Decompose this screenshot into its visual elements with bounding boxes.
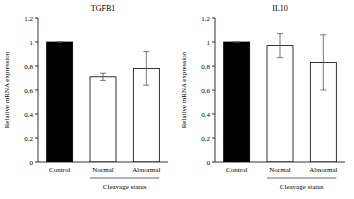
error-cap: [234, 42, 240, 43]
bar: [224, 42, 250, 162]
y-tick: [35, 162, 38, 163]
error-cap: [234, 42, 240, 43]
error-cap: [320, 90, 326, 91]
group-bracket: [267, 178, 336, 179]
y-tick-label: 0.2: [201, 135, 210, 143]
error-bar: [143, 52, 149, 86]
y-tick: [35, 42, 38, 43]
error-bar: [57, 42, 63, 43]
title: TGFB1: [91, 4, 115, 13]
y-tick-label: 0.4: [24, 111, 33, 119]
x-tick-label: Abnormal: [132, 166, 160, 174]
y-tick: [35, 66, 38, 67]
y-tick-label: 0.8: [24, 63, 33, 71]
plot-area: [224, 34, 337, 162]
y-tick-label: 0.2: [24, 135, 33, 143]
y-axis-label: Relative mRNA expression: [180, 51, 188, 128]
y-tick: [35, 90, 38, 91]
y-tick-label: 0.4: [201, 111, 210, 119]
y-tick-label: 1.2: [24, 15, 33, 23]
error-cap: [143, 85, 149, 86]
group-bracket: [90, 178, 159, 179]
y-tick: [35, 114, 38, 115]
bar: [47, 42, 73, 162]
error-cap: [100, 73, 106, 74]
error-stem: [146, 52, 147, 86]
error-cap: [100, 80, 106, 81]
y-tick: [212, 66, 215, 67]
y-axis: [38, 18, 39, 162]
error-bar: [320, 35, 326, 90]
x-axis: [38, 162, 168, 163]
bar: [267, 46, 293, 162]
error-bar: [234, 42, 240, 43]
y-tick-label: 0.6: [201, 87, 210, 95]
error-cap: [143, 51, 149, 52]
y-tick-label: 1: [30, 39, 34, 47]
y-tick: [212, 90, 215, 91]
y-tick-label: 1.2: [201, 15, 210, 23]
plot-area: [47, 42, 160, 162]
error-stem: [103, 73, 104, 80]
bar: [90, 77, 116, 162]
error-cap: [320, 34, 326, 35]
y-tick-label: 1: [207, 39, 211, 47]
y-axis-label: Relative mRNA expression: [3, 51, 11, 128]
x-axis: [215, 162, 345, 163]
y-tick-label: 0.6: [24, 87, 33, 95]
x-axis-label: Cleavage status: [103, 183, 147, 191]
x-tick-label: Control: [226, 166, 247, 174]
y-tick: [212, 42, 215, 43]
y-tick: [35, 138, 38, 139]
y-tick: [212, 138, 215, 139]
error-cap: [57, 42, 63, 43]
x-tick-label: Abnormal: [309, 166, 337, 174]
x-tick-label: Control: [49, 166, 70, 174]
y-tick: [212, 18, 215, 19]
error-stem: [280, 34, 281, 58]
x-tick-label: Normal: [92, 166, 113, 174]
x-tick-label: Normal: [269, 166, 290, 174]
y-tick-label: 0: [30, 159, 34, 167]
chart: IL10 Relative mRNA expression 0 0.2 0.4 0.6 0.…: [180, 4, 345, 191]
error-cap: [277, 33, 283, 34]
y-axis: [215, 18, 216, 162]
error-bar: [277, 34, 283, 58]
x-axis-label: Cleavage status: [280, 183, 324, 191]
y-tick: [212, 114, 215, 115]
chart: TGFB1 Relative mRNA expression 0 0.2 0.4 0.6 0…: [3, 4, 168, 191]
y-tick-label: 0.8: [201, 63, 210, 71]
title: IL10: [272, 4, 288, 13]
error-bar: [100, 73, 106, 80]
error-stem: [323, 35, 324, 90]
figure: TGFB1 Relative mRNA expression 0 0.2 0.4 0.6 0…: [0, 0, 354, 199]
y-tick: [212, 162, 215, 163]
error-cap: [277, 57, 283, 58]
y-tick-label: 0: [207, 159, 211, 167]
y-tick: [35, 18, 38, 19]
error-cap: [57, 42, 63, 43]
